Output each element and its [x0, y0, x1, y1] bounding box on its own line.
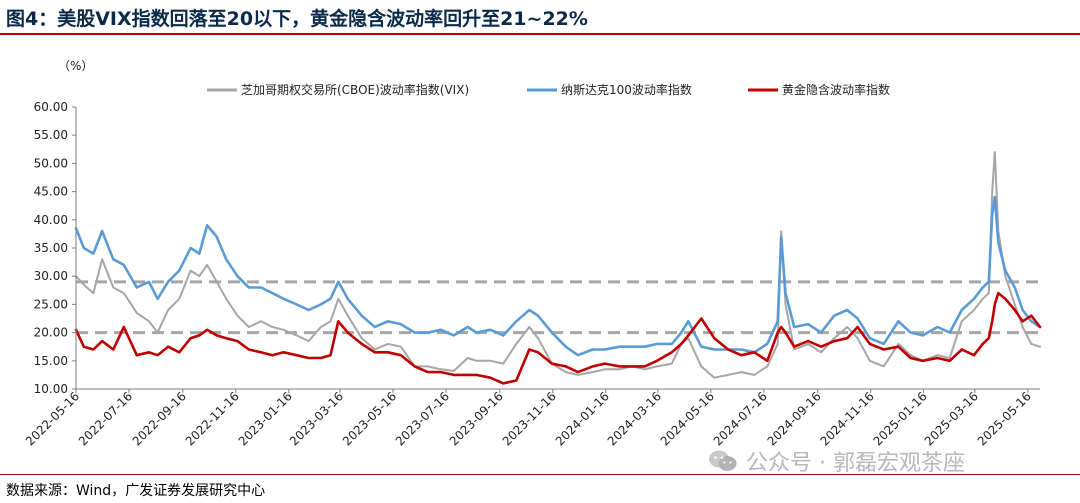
x-tick-label-16: 2025-01-16 — [871, 389, 930, 448]
y-tick-label-10: 60.00 — [34, 100, 68, 114]
y-tick-label-2: 20.00 — [34, 326, 68, 340]
source-note: 数据来源：Wind，广发证券发展研究中心 — [6, 483, 266, 499]
y-tick-label-8: 50.00 — [34, 156, 68, 170]
watermark-text: 公众号 · 郭磊宏观茶座 — [746, 451, 965, 476]
x-tick-label-18: 2025-05-16 — [975, 389, 1034, 448]
figure-title: 图4：美股VIX指数回落至20以下，黄金隐含波动率回升至21~22% — [6, 8, 588, 30]
x-tick-label-2: 2022-09-16 — [130, 389, 189, 448]
title-rule — [0, 33, 1080, 35]
x-tick-label-4: 2023-01-16 — [236, 389, 295, 448]
x-tick-label-11: 2024-03-16 — [605, 389, 664, 448]
wechat-icon — [708, 449, 738, 473]
x-tick-label-5: 2023-03-16 — [287, 389, 346, 448]
y-tick-label-5: 35.00 — [34, 241, 68, 255]
x-tick-label-3: 2022-11-16 — [183, 389, 242, 448]
y-tick-label-6: 40.00 — [34, 213, 68, 227]
x-tick-label-10: 2024-01-16 — [553, 389, 612, 448]
x-tick-label-12: 2024-05-16 — [658, 389, 717, 448]
x-tick-label-14: 2024-09-16 — [765, 389, 824, 448]
y-tick-label-3: 25.00 — [34, 297, 68, 311]
x-tick-label-17: 2025-03-16 — [922, 389, 981, 448]
watermark: 公众号 · 郭磊宏观茶座 — [708, 445, 965, 477]
y-tick-label-1: 15.00 — [34, 354, 68, 368]
legend-label-2: 黄金隐含波动率指数 — [782, 82, 890, 97]
x-tick-label-13: 2024-07-16 — [711, 389, 770, 448]
line-chart: （%） 10.00 15.00 20.00 25.00 30.00 35.00 40.00 4… — [23, 59, 1042, 448]
series-line-0 — [75, 151, 1041, 379]
y-tick-label-0: 10.00 — [34, 382, 68, 396]
legend-label-1: 纳斯达克100波动率指数 — [561, 82, 692, 97]
footer-rule — [0, 474, 1080, 475]
x-tick-label-7: 2023-07-16 — [393, 389, 452, 448]
legend: 芝加哥期权交易所(CBOE)波动率指数(VIX) 纳斯达克100波动率指数 黄金隐含… — [207, 82, 890, 97]
x-tick-label-8: 2023-09-16 — [447, 389, 506, 448]
reference-lines — [76, 280, 1040, 335]
y-tick-label-9: 55.00 — [34, 128, 68, 142]
y-axis-unit-label: （%） — [58, 59, 93, 73]
y-tick-label-4: 30.00 — [34, 269, 68, 283]
series-layer — [74, 151, 1042, 385]
x-tick-label-0: 2022-05-16 — [23, 389, 82, 448]
x-tick-label-1: 2022-07-16 — [76, 389, 135, 448]
series-line-1 — [74, 195, 1042, 357]
legend-label-0: 芝加哥期权交易所(CBOE)波动率指数(VIX) — [241, 82, 469, 97]
x-tick-label-15: 2024-11-16 — [818, 389, 877, 448]
y-tick-label-7: 45.00 — [34, 185, 68, 199]
x-tick-label-9: 2023-11-16 — [500, 389, 559, 448]
x-tick-label-6: 2023-05-16 — [340, 389, 399, 448]
series-line-2 — [74, 291, 1042, 385]
